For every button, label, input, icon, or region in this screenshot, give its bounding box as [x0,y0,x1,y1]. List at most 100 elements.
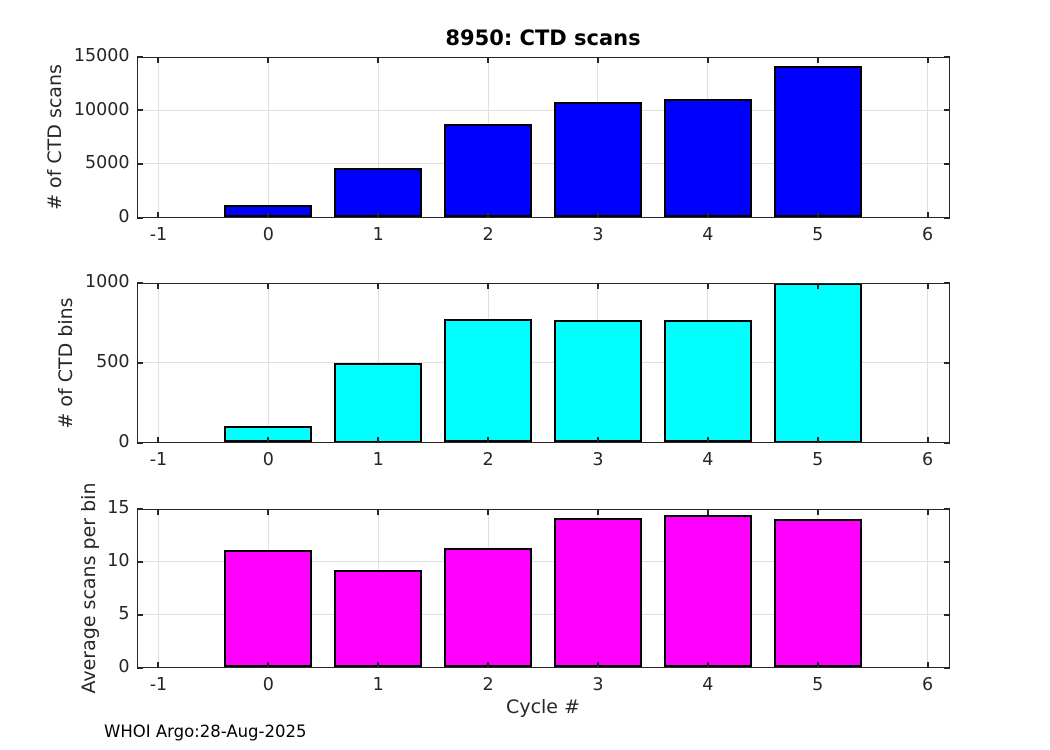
x-tick-mark [487,211,490,218]
y-axis-label-ctd-scans: # of CTD scans [44,64,66,210]
y-tick-label: 10000 [73,99,130,120]
x-tick-mark [377,661,380,668]
y-tick-label: 5000 [84,153,130,174]
grid-line-vertical [377,56,379,218]
bar [553,518,642,668]
x-tick-label: 6 [921,674,934,695]
x-tick-mark [816,211,819,218]
x-tick-mark [267,661,270,668]
x-tick-mark [377,282,380,289]
x-tick-mark [377,56,380,63]
y-tick-label: 15 [107,498,130,518]
x-tick-label: 2 [482,449,494,470]
y-tick-mark [136,162,143,165]
y-tick-mark [943,361,950,364]
y-tick-mark [136,55,143,58]
x-tick-mark [706,436,709,443]
x-tick-label: -1 [149,449,168,470]
bar [773,519,862,668]
y-tick-label: 15000 [73,46,130,66]
grid-line-vertical [157,56,159,218]
x-tick-mark [157,436,160,443]
bar [334,362,423,443]
bar [773,66,862,218]
y-tick-mark [136,613,143,616]
y-tick-mark [136,560,143,563]
subplot-ctd-scans [136,55,950,219]
x-tick-mark [596,56,599,63]
y-tick-mark [136,216,143,219]
x-tick-mark [926,436,929,443]
y-tick-mark [943,216,950,219]
x-tick-mark [816,56,819,63]
x-tick-mark [706,508,709,515]
x-tick-label: 0 [262,449,274,470]
bar [663,99,752,218]
x-tick-mark [377,508,380,515]
x-tick-mark [267,282,270,289]
x-tick-mark [157,282,160,289]
bar [444,319,532,443]
x-tick-mark [377,436,380,443]
y-tick-mark [136,507,143,510]
x-tick-mark [596,436,599,443]
x-tick-mark [596,211,599,218]
x-tick-label: 6 [921,224,934,245]
x-tick-mark [926,211,929,218]
x-tick-mark [816,508,819,515]
x-tick-mark [926,508,929,515]
x-tick-label: 1 [372,674,384,695]
y-tick-mark [943,109,950,112]
y-tick-label: 0 [118,207,130,227]
x-tick-label: 0 [262,224,274,245]
grid-line-vertical [267,56,269,218]
y-tick-mark [136,109,143,112]
x-tick-mark [926,661,929,668]
x-tick-label: 3 [592,224,604,245]
x-tick-mark [926,282,929,289]
y-tick-label: 5 [118,604,130,624]
grid-line-horizontal [136,614,950,615]
x-tick-mark [706,661,709,668]
bar [224,549,313,668]
footer-text: WHOI Argo:28-Aug-2025 [104,722,307,741]
x-tick-mark [157,211,160,218]
bar [553,320,642,443]
bar [334,168,423,218]
x-tick-mark [706,56,709,63]
y-tick-label: 10 [107,551,130,571]
bar [553,102,642,218]
x-tick-label: 4 [702,674,714,695]
x-tick-label: 1 [372,449,384,470]
bar [773,282,862,443]
bar [444,547,532,668]
x-tick-label: 5 [812,224,824,245]
x-tick-mark [267,211,270,218]
x-tick-mark [706,282,709,289]
subplot-avg-scans-per-bin [136,507,950,669]
x-tick-label: 5 [812,449,824,470]
y-tick-mark [943,162,950,165]
x-tick-mark [596,282,599,289]
y-tick-mark [943,666,950,669]
x-tick-mark [377,211,380,218]
bar [663,320,752,443]
y-tick-label: 0 [118,432,130,452]
grid-line-horizontal [136,561,950,562]
x-tick-label: 1 [372,224,384,245]
x-tick-mark [487,508,490,515]
y-tick-mark [136,361,143,364]
x-tick-mark [487,661,490,668]
y-tick-mark [943,507,950,510]
x-tick-mark [596,661,599,668]
y-tick-mark [136,441,143,444]
x-tick-label: 3 [592,674,604,695]
x-tick-mark [816,282,819,289]
x-tick-label: 3 [592,449,604,470]
x-axis-label: Cycle # [506,696,580,718]
y-tick-label: 1000 [84,272,130,292]
y-tick-mark [943,281,950,284]
y-tick-mark [136,281,143,284]
grid-line-vertical [927,56,929,218]
